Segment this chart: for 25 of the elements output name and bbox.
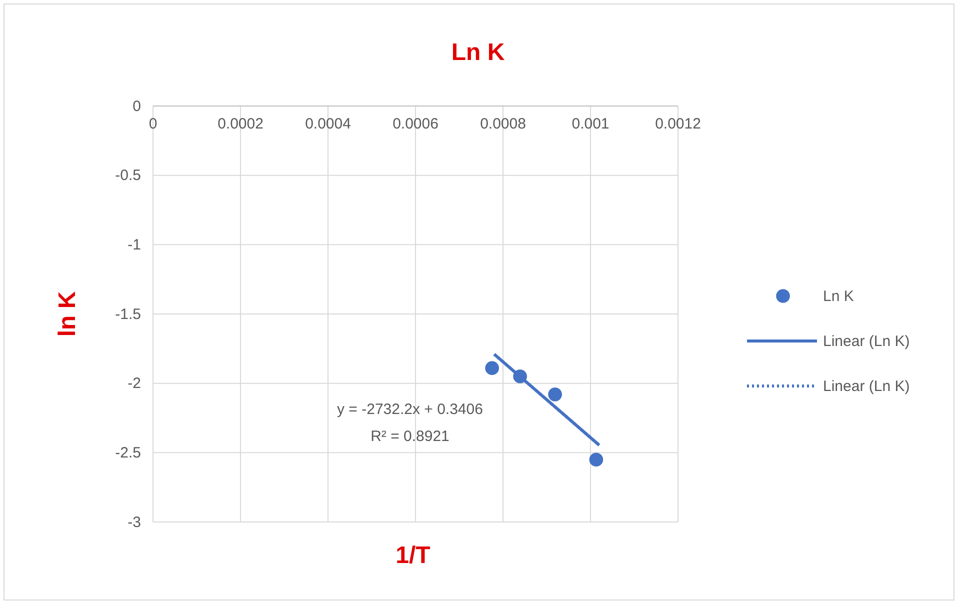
legend-label: Ln K	[823, 288, 854, 305]
point	[548, 388, 562, 402]
x-tick-label: 0.0004	[305, 116, 351, 133]
y-tick-label: 0	[132, 98, 141, 115]
y-tick-label: -1	[128, 236, 141, 254]
legend-label: Linear (Ln K)	[823, 378, 910, 395]
x-tick-label: 0.0006	[392, 116, 438, 133]
x-tick-label: 0.0002	[218, 116, 264, 133]
x-tick-label: 0.0008	[480, 116, 526, 133]
annotation: R² = 0.8921	[370, 428, 450, 445]
y-tick-label: -3	[128, 514, 141, 531]
y-tick-label: -2.5	[115, 444, 141, 462]
y-tick-label: -2	[128, 375, 141, 392]
y-axis-title: ln K	[54, 290, 81, 337]
x-axis-title: 1/T	[396, 542, 431, 569]
y-tick-label: -1.5	[115, 306, 141, 323]
point	[589, 452, 604, 466]
x-tick-label: 0.0012	[655, 116, 701, 133]
x-tick-label: 0	[148, 116, 158, 133]
x-tick-label: 0.001	[572, 116, 610, 133]
legend-label: Linear (Ln K)	[823, 333, 910, 350]
chart-title: Ln K	[451, 39, 506, 66]
point	[485, 361, 499, 375]
y-tick-label: -0.5	[115, 167, 141, 184]
annotation: y = -2732.2x + 0.3406	[337, 401, 483, 418]
